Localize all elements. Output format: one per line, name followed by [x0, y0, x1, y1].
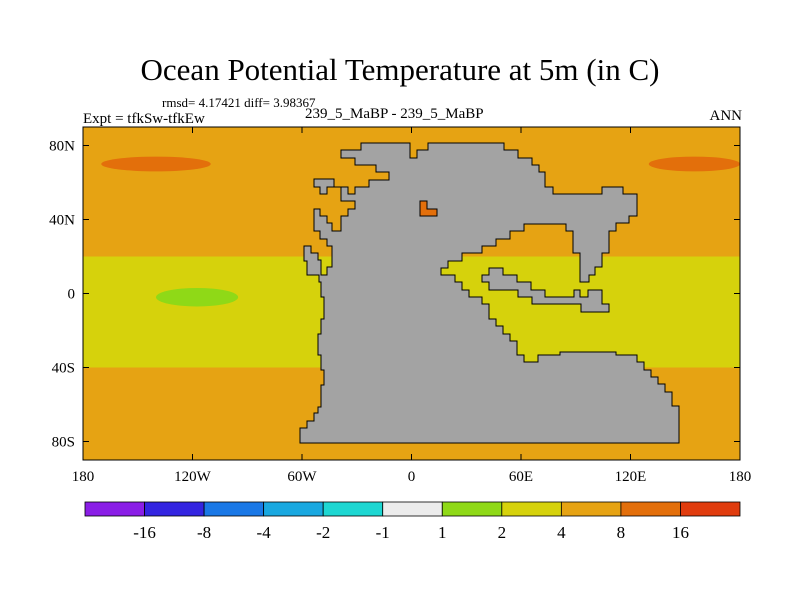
land-arm — [481, 267, 610, 313]
axis-ticks: 180 120W 60W 0 60E 120E 180 80N 40N 0 40S 80S — [49, 127, 751, 485]
y-tick-label: 80S — [52, 435, 75, 451]
colorbar-label: -16 — [133, 523, 156, 542]
y-tick-label: 40S — [52, 361, 75, 377]
stats-line: rmsd= 4.17421 diff= 3.98367 — [162, 95, 316, 110]
y-tick-label: 0 — [68, 287, 76, 303]
island — [419, 200, 438, 217]
colorbar-label: 8 — [617, 523, 626, 542]
colorbar-swatch — [501, 501, 562, 517]
case-label: 239_5_MaBP - 239_5_MaBP — [305, 106, 484, 122]
colorbar-label: -4 — [257, 523, 272, 542]
colorbar-label: 4 — [557, 523, 566, 542]
x-tick-label: 120W — [174, 469, 212, 485]
colorbar-label: -2 — [316, 523, 330, 542]
colorbar-swatch — [560, 501, 622, 517]
colorbar-swatch — [263, 501, 324, 517]
colorbar-swatch — [620, 501, 681, 517]
x-tick-label: 0 — [408, 469, 416, 485]
colorbar-swatch — [203, 501, 265, 517]
field-feature — [101, 156, 211, 172]
colorbar-label: -1 — [376, 523, 390, 542]
colorbar-label: 2 — [498, 523, 507, 542]
colorbar-swatch — [84, 501, 145, 517]
field-feature — [648, 156, 740, 172]
y-tick-label: 80N — [49, 139, 75, 155]
colorbar-label: 1 — [438, 523, 447, 542]
x-tick-label: 60W — [287, 469, 317, 485]
colorbar-swatch — [144, 501, 205, 517]
experiment-label: Expt = tfkSw-tfkEw — [83, 111, 205, 127]
colorbar-swatch — [680, 501, 741, 517]
y-tick-label: 40N — [49, 213, 75, 229]
x-tick-label: 60E — [509, 469, 533, 485]
continent — [299, 142, 680, 444]
colorbar-label: -8 — [197, 523, 211, 542]
colorbar-label: 16 — [672, 523, 689, 542]
field-contour — [83, 354, 302, 368]
x-tick-label: 180 — [72, 469, 95, 485]
field-feature — [156, 287, 239, 307]
colorbar-swatch — [322, 501, 384, 517]
colorbar-swatch — [382, 501, 443, 517]
season-label: ANN — [709, 108, 743, 124]
colorbar-swatch — [441, 501, 503, 517]
x-tick-label: 120E — [615, 469, 647, 485]
x-tick-label: 180 — [729, 469, 752, 485]
field-contour — [83, 262, 302, 272]
colorbar: -16 -8 -4 -2 -1 1 2 4 8 16 — [84, 501, 741, 542]
chart-title: Ocean Potential Temperature at 5m (in C) — [140, 52, 660, 87]
land-mask — [299, 142, 680, 444]
